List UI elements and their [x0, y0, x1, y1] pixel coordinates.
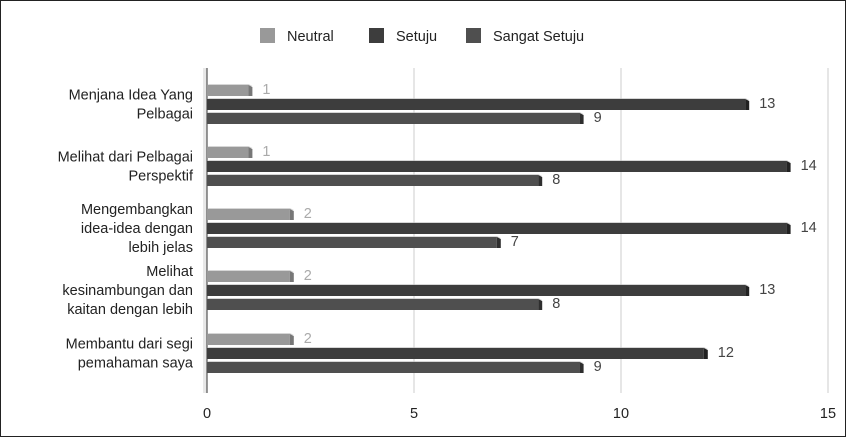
bar-setuju-2-side [786, 161, 791, 172]
data-label-sangat-setuju-1: 9 [594, 110, 602, 126]
bar-neutral-3 [207, 209, 290, 220]
legend-swatch-sangat-setuju [466, 28, 481, 43]
bar-sangat-setuju-2 [207, 175, 539, 186]
bar-setuju-1 [207, 99, 746, 110]
legend: Neutral Setuju Sangat Setuju [260, 28, 584, 45]
data-label-setuju-2: 14 [801, 158, 817, 174]
bar-setuju-4 [207, 285, 746, 296]
bars [207, 84, 791, 373]
bar-neutral-4 [207, 271, 290, 282]
x-axis-tick-labels: 0 5 10 15 [203, 406, 836, 422]
bar-neutral-5-side [289, 334, 294, 345]
data-label-neutral-3: 2 [304, 206, 312, 222]
legend-swatch-neutral [260, 28, 275, 43]
bar-sangat-setuju-5 [207, 362, 580, 373]
bar-setuju-4-side [745, 285, 750, 296]
bar-sangat-setuju-4 [207, 299, 539, 310]
data-label-setuju-5: 12 [718, 345, 734, 361]
legend-label-setuju: Setuju [396, 29, 437, 45]
bar-setuju-5-side [703, 348, 708, 359]
data-label-setuju-4: 13 [759, 282, 775, 298]
x-tick-label-10: 10 [613, 406, 629, 422]
bar-sangat-setuju-1 [207, 113, 580, 124]
bar-sangat-setuju-4-side [538, 299, 543, 310]
data-labels: 1 13 9 1 14 8 2 14 7 2 13 8 2 12 9 [262, 82, 816, 375]
bar-sangat-setuju-2-side [538, 175, 543, 186]
x-tick-label-15: 15 [820, 406, 836, 422]
bar-setuju-5 [207, 348, 704, 359]
category-label-3: Mengembangkan idea-idea dengan lebih jelas [81, 202, 193, 256]
data-label-setuju-1: 13 [759, 96, 775, 112]
bar-setuju-3-side [786, 223, 791, 234]
category-label-1: Menjana Idea Yang Pelbagai [69, 88, 193, 123]
category-labels: Menjana Idea Yang Pelbagai Melihat dari Pe… [58, 88, 194, 372]
bar-setuju-3 [207, 223, 787, 234]
bar-neutral-1-side [248, 85, 253, 96]
category-label-5: Membantu dari segi pemahaman saya [66, 337, 194, 372]
legend-swatch-setuju [369, 28, 384, 43]
category-label-4: Melihat kesinambungan dan kaitan dengan le… [62, 264, 193, 318]
legend-label-sangat-setuju: Sangat Setuju [493, 29, 584, 45]
data-label-sangat-setuju-5: 9 [594, 359, 602, 375]
legend-label-neutral: Neutral [287, 29, 334, 45]
bar-sangat-setuju-3-side [496, 237, 501, 248]
data-label-neutral-2: 1 [262, 144, 270, 160]
bar-sangat-setuju-5-side [579, 362, 584, 373]
bar-neutral-1 [207, 85, 249, 96]
data-label-neutral-4: 2 [304, 268, 312, 284]
data-label-sangat-setuju-4: 8 [552, 296, 560, 312]
data-label-setuju-3: 14 [801, 220, 817, 236]
bar-sangat-setuju-3 [207, 237, 497, 248]
data-label-sangat-setuju-3: 7 [511, 234, 519, 250]
data-label-neutral-1: 1 [262, 82, 270, 98]
bar-setuju-1-side [745, 99, 750, 110]
data-label-neutral-5: 2 [304, 331, 312, 347]
data-label-sangat-setuju-2: 8 [552, 172, 560, 188]
bar-neutral-3-side [289, 209, 294, 220]
bar-neutral-2 [207, 147, 249, 158]
x-tick-label-0: 0 [203, 406, 211, 422]
axis-shade [203, 68, 207, 393]
category-label-2: Melihat dari Pelbagai Perspektif [58, 150, 194, 185]
bar-neutral-2-side [248, 147, 253, 158]
bar-neutral-5 [207, 334, 290, 345]
bar-neutral-4-side [289, 271, 294, 282]
bar-sangat-setuju-1-side [579, 113, 584, 124]
x-tick-label-5: 5 [410, 406, 418, 422]
bar-setuju-2 [207, 161, 787, 172]
